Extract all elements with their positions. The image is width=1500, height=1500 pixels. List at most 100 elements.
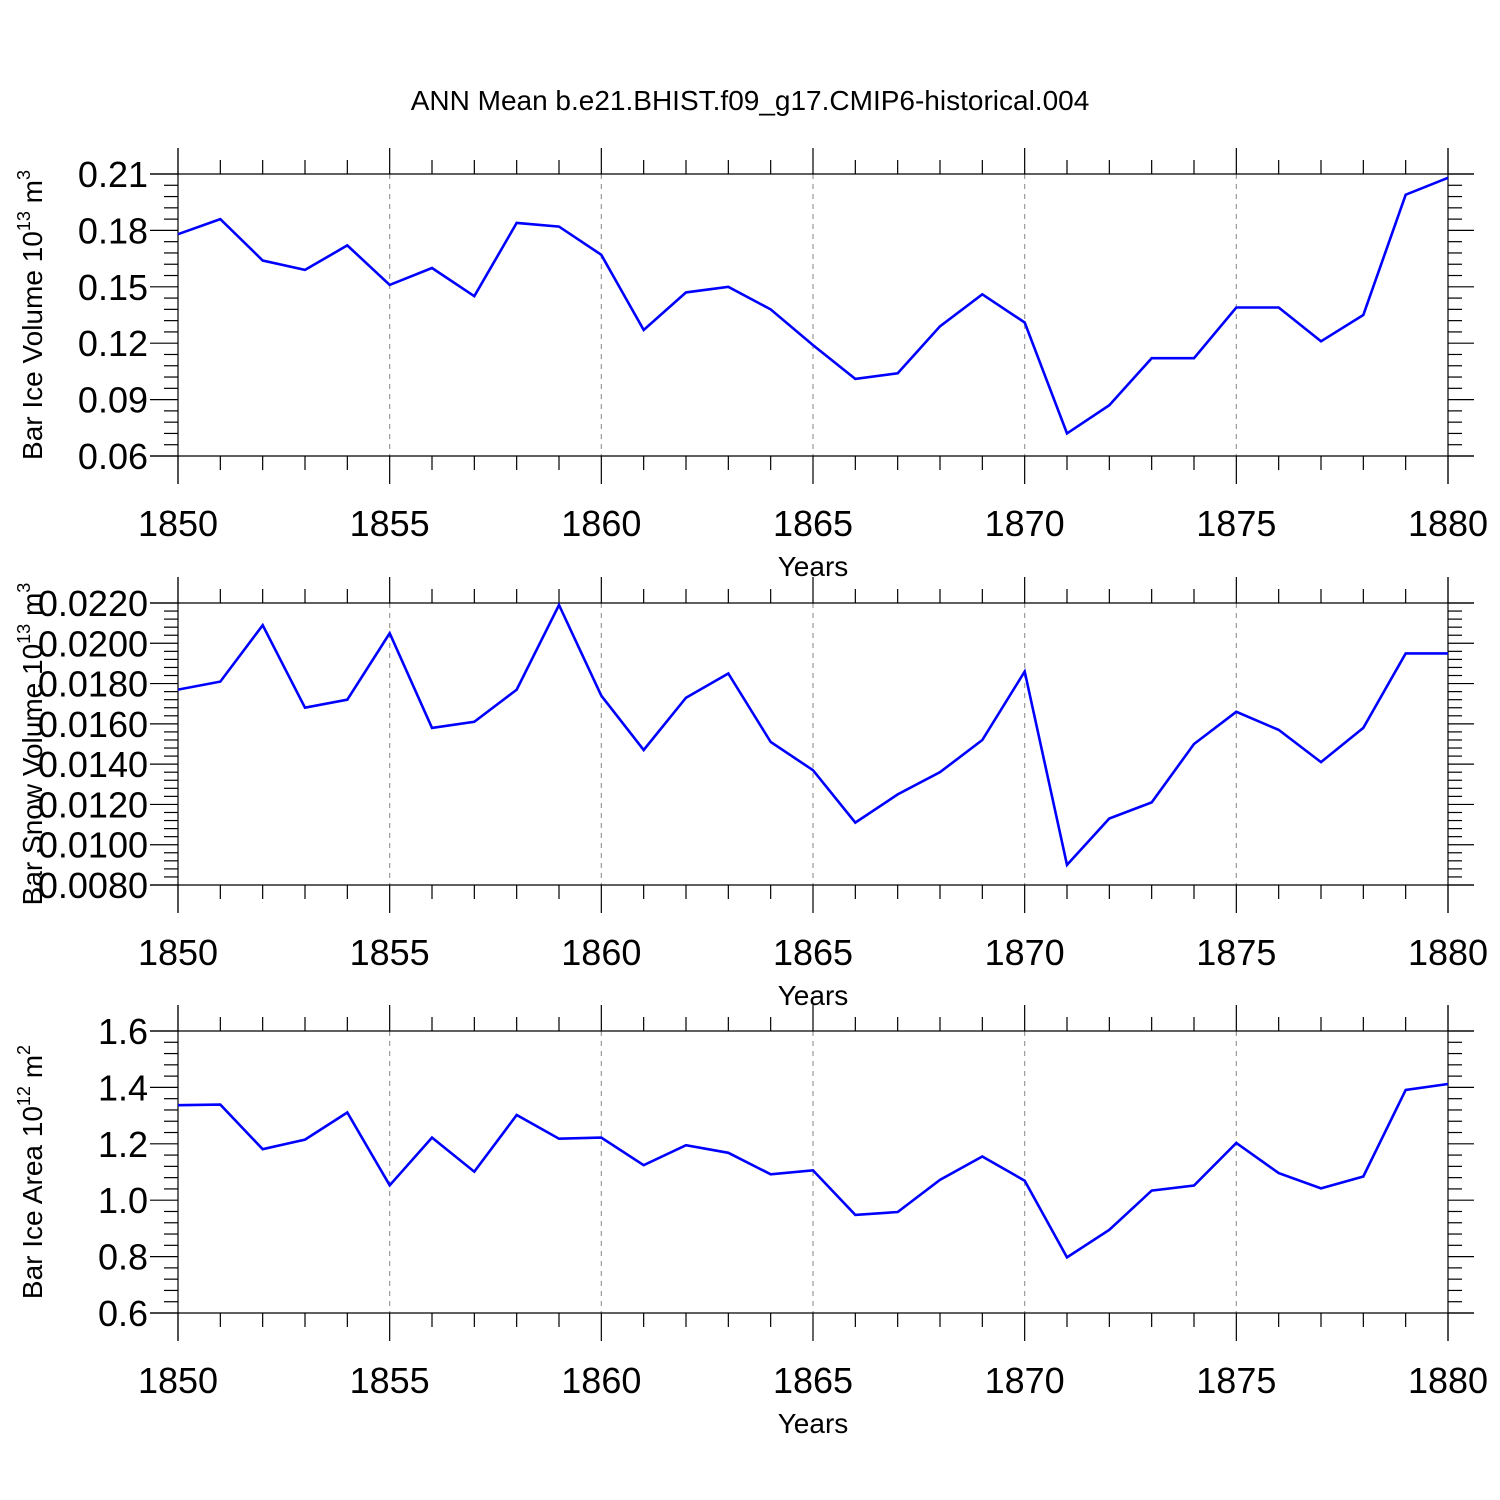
data-point [261, 1148, 264, 1151]
data-point [1150, 1189, 1153, 1192]
data-point [177, 688, 180, 691]
x-tick-label: 1865 [773, 1360, 853, 1401]
data-point [1320, 1187, 1323, 1190]
x-tick-label: 1860 [561, 1360, 641, 1401]
data-point [515, 221, 518, 224]
y-tick-label: 0.0220 [38, 583, 148, 624]
data-point [1023, 321, 1026, 324]
data-point [1362, 314, 1365, 317]
y-axis-label-unit-exponent: 3 [14, 170, 34, 180]
y-axis-label-unit-exponent: 3 [14, 583, 34, 593]
data-point [304, 268, 307, 271]
x-tick-label: 1855 [350, 503, 430, 544]
data-point [346, 244, 349, 247]
data-point [431, 726, 434, 729]
y-axis-label: Bar Snow Volume 1013 m3 [14, 583, 48, 906]
data-point [685, 696, 688, 699]
data-point [177, 1104, 180, 1107]
y-axis-label-exponent: 12 [14, 1086, 34, 1106]
y-tick-label: 0.0080 [38, 865, 148, 906]
x-tick-label: 1870 [985, 1360, 1065, 1401]
data-point [1066, 1256, 1069, 1259]
x-tick-label: 1865 [773, 932, 853, 973]
data-point [219, 218, 222, 221]
y-axis-label-unit-exponent: 2 [14, 1045, 34, 1055]
data-point [388, 283, 391, 286]
y-tick-label: 0.8 [98, 1237, 148, 1278]
x-tick-label: 1880 [1408, 932, 1488, 973]
data-point [1362, 1175, 1365, 1178]
data-point [1066, 863, 1069, 866]
y-tick-label: 0.09 [78, 380, 148, 421]
data-point [642, 1164, 645, 1167]
data-point [1235, 1141, 1238, 1144]
y-axis-label-exponent: 13 [14, 211, 34, 231]
x-tick-label: 1880 [1408, 1360, 1488, 1401]
x-tick-label: 1870 [985, 932, 1065, 973]
x-tick-label: 1875 [1196, 503, 1276, 544]
data-point [1108, 817, 1111, 820]
data-point [1193, 743, 1196, 746]
data-point [727, 672, 730, 675]
y-tick-label: 0.06 [78, 436, 148, 477]
series-line [177, 1082, 1449, 1260]
data-point [600, 694, 603, 697]
data-point [431, 1136, 434, 1139]
data-point [1193, 357, 1196, 360]
data-point [1362, 726, 1365, 729]
data-point [304, 706, 307, 709]
data-point [1193, 1184, 1196, 1187]
data-point [854, 821, 857, 824]
y-tick-label: 0.18 [78, 210, 148, 251]
data-point [388, 632, 391, 635]
data-point [219, 1103, 222, 1106]
chart-panel-1: 0.06 0.09 0.12 0.15 0.18 0.21 1850 1855 1860 1865… [14, 148, 1488, 582]
data-point [600, 1136, 603, 1139]
data-point [981, 738, 984, 741]
data-point [558, 604, 561, 607]
y-axis-label-main: Bar Ice Volume 10 [17, 231, 48, 460]
data-point [346, 698, 349, 701]
y-tick-label: 1.6 [98, 1011, 148, 1052]
y-tick-label: 1.2 [98, 1124, 148, 1165]
y-tick-label: 0.0120 [38, 784, 148, 825]
data-point [473, 1170, 476, 1173]
data-point [981, 1155, 984, 1158]
x-tick-label: 1860 [561, 932, 641, 973]
data-point [346, 1111, 349, 1114]
data-point [896, 372, 899, 375]
data-point [304, 1138, 307, 1141]
data-point [769, 740, 772, 743]
data-point [1023, 670, 1026, 673]
data-point [939, 771, 942, 774]
data-point [1404, 652, 1407, 655]
data-point [1235, 710, 1238, 713]
data-point [1277, 1172, 1280, 1175]
data-point [1235, 306, 1238, 309]
data-point [1447, 176, 1450, 179]
data-point [1447, 652, 1450, 655]
data-point [1404, 193, 1407, 196]
y-axis-label-main: Bar Snow Volume 10 [17, 644, 48, 906]
data-point [854, 377, 857, 380]
data-point [473, 720, 476, 723]
x-tick-label: 1870 [985, 503, 1065, 544]
y-axis-label-unit: m [17, 1055, 48, 1086]
data-point [515, 1114, 518, 1117]
data-point [261, 259, 264, 262]
data-point [939, 325, 942, 328]
data-point [727, 285, 730, 288]
y-axis-label: Bar Ice Area 1012 m2 [14, 1045, 48, 1299]
y-tick-label: 1.0 [98, 1180, 148, 1221]
data-point [1277, 728, 1280, 731]
x-tick-label: 1850 [138, 503, 218, 544]
data-point [1404, 1088, 1407, 1091]
data-point [261, 624, 264, 627]
x-tick-label: 1865 [773, 503, 853, 544]
x-axis-label: Years [778, 1408, 849, 1439]
x-tick-label: 1860 [561, 503, 641, 544]
x-tick-label: 1855 [350, 1360, 430, 1401]
y-axis-label-exponent: 13 [14, 624, 34, 644]
data-point [600, 253, 603, 256]
